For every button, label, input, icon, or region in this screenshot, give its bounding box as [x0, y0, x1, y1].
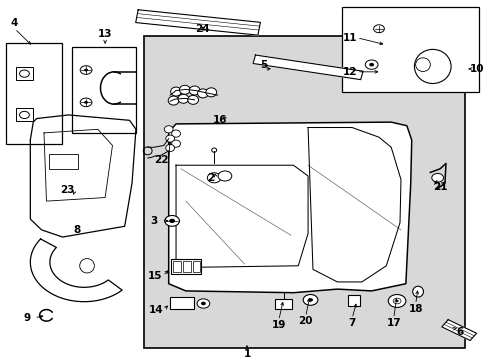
Ellipse shape [165, 144, 174, 152]
Circle shape [207, 173, 221, 183]
Polygon shape [30, 239, 122, 302]
Bar [6, 43, 62, 144]
Ellipse shape [171, 130, 180, 137]
Circle shape [80, 66, 92, 75]
Ellipse shape [414, 49, 450, 84]
Bar [16, 108, 33, 121]
Bar [170, 297, 193, 309]
Polygon shape [441, 320, 476, 341]
Text: 18: 18 [407, 304, 422, 314]
Circle shape [84, 69, 88, 72]
Ellipse shape [80, 258, 94, 273]
Ellipse shape [164, 126, 173, 133]
Circle shape [20, 111, 29, 118]
Circle shape [84, 101, 88, 104]
Polygon shape [168, 122, 411, 293]
Bar [144, 36, 464, 348]
Bar [171, 259, 201, 274]
Ellipse shape [189, 86, 200, 95]
Text: 21: 21 [432, 182, 447, 192]
Ellipse shape [179, 85, 190, 94]
Circle shape [365, 60, 377, 69]
Bar [347, 295, 360, 306]
Circle shape [20, 70, 29, 77]
Bar [16, 67, 33, 80]
Bar [183, 261, 191, 271]
Polygon shape [136, 10, 260, 35]
Ellipse shape [170, 87, 181, 96]
Ellipse shape [187, 95, 198, 104]
Bar [72, 47, 136, 133]
Text: 9: 9 [23, 313, 30, 323]
Ellipse shape [412, 286, 423, 297]
Text: 20: 20 [298, 316, 312, 327]
Polygon shape [253, 55, 362, 80]
Ellipse shape [178, 94, 188, 103]
Bar [192, 261, 200, 271]
Bar [274, 299, 292, 309]
Text: 24: 24 [195, 24, 210, 34]
Circle shape [80, 98, 92, 107]
Text: 8: 8 [74, 225, 81, 235]
Text: 6: 6 [455, 327, 462, 337]
Text: 3: 3 [150, 216, 157, 226]
Text: 14: 14 [149, 305, 163, 315]
Text: 19: 19 [271, 320, 285, 330]
Text: 5: 5 [260, 60, 267, 69]
Bar [342, 7, 478, 91]
Circle shape [373, 25, 384, 33]
Ellipse shape [205, 88, 216, 97]
Text: 12: 12 [342, 67, 356, 77]
Ellipse shape [415, 58, 429, 72]
Circle shape [387, 294, 405, 307]
Circle shape [307, 298, 312, 302]
Text: 2: 2 [206, 173, 213, 183]
Circle shape [392, 298, 400, 304]
Ellipse shape [165, 135, 174, 142]
Ellipse shape [171, 140, 180, 147]
Circle shape [303, 294, 317, 305]
Text: 23: 23 [60, 185, 75, 195]
Circle shape [164, 216, 179, 226]
Ellipse shape [168, 96, 179, 105]
Text: 11: 11 [342, 33, 356, 43]
Circle shape [197, 299, 209, 308]
Circle shape [218, 171, 231, 181]
Text: 7: 7 [347, 318, 355, 328]
Text: 15: 15 [148, 271, 163, 281]
Ellipse shape [197, 89, 208, 98]
Polygon shape [30, 115, 136, 237]
Text: 17: 17 [386, 318, 400, 328]
Text: 1: 1 [243, 349, 250, 359]
Text: 22: 22 [154, 155, 168, 165]
Text: 10: 10 [468, 64, 483, 74]
Circle shape [395, 300, 398, 302]
Circle shape [201, 302, 205, 305]
Text: 4: 4 [11, 18, 19, 28]
Bar [49, 154, 78, 169]
Bar [173, 261, 181, 271]
Circle shape [368, 63, 373, 67]
Circle shape [169, 219, 175, 223]
Text: 16: 16 [212, 115, 227, 125]
Text: 13: 13 [98, 29, 112, 39]
Circle shape [431, 174, 443, 182]
